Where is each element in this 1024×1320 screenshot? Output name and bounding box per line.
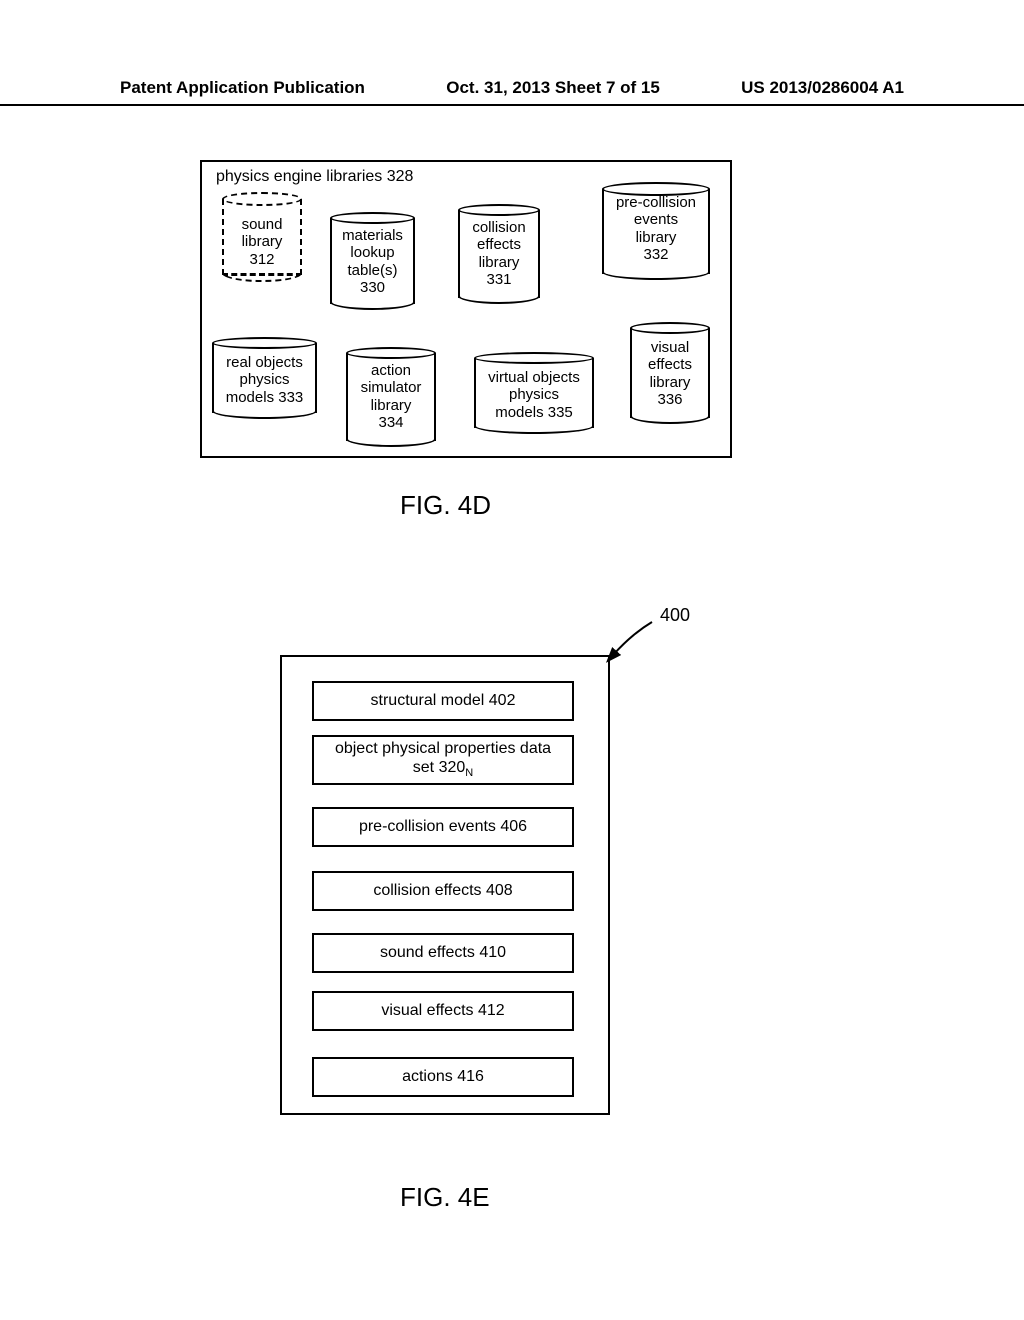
cyl-col-l3: library (479, 254, 520, 271)
header-left: Patent Application Publication (120, 78, 365, 98)
cyl-vis-l4: 336 (657, 391, 682, 408)
cyl-act-l1: action (371, 362, 411, 379)
fig4d-label: FIG. 4D (400, 490, 491, 521)
page: Patent Application Publication Oct. 31, … (0, 0, 1024, 1320)
cyl-mat-l1: materials (342, 227, 403, 244)
cyl-mat-l4: 330 (360, 279, 385, 296)
cylinder-visual-effects: visual effects library 336 (630, 322, 710, 424)
page-header: Patent Application Publication Oct. 31, … (0, 78, 1024, 106)
cyl-vis-l2: effects (648, 356, 692, 373)
fig4d-box: physics engine libraries 328 sound libra… (200, 160, 732, 458)
b2-l2p: set 320 (413, 759, 465, 776)
cyl-vis-l1: visual (651, 339, 689, 356)
fig4e-box: structural model 402 object physical pro… (280, 655, 610, 1115)
b2-l1: object physical properties data (335, 740, 551, 757)
fig4e-label: FIG. 4E (400, 1182, 490, 1213)
cyl-mat-l2: lookup (350, 244, 394, 261)
box-visual-effects: visual effects 412 (312, 991, 574, 1031)
cyl-pre-l4: 332 (643, 246, 668, 263)
cyl-pre-l3: library (636, 229, 677, 246)
cyl-real-l3: models 333 (226, 389, 304, 406)
cyl-col-l4: 331 (486, 271, 511, 288)
cyl-act-l3: library (371, 397, 412, 414)
pointer-number-400: 400 (660, 605, 690, 626)
cyl-pre-l1: pre-collision (616, 194, 696, 211)
cyl-virt-l3: models 335 (495, 404, 573, 421)
b2-text: object physical properties data set 320N (335, 739, 551, 781)
b5-text: sound effects 410 (380, 943, 506, 962)
box-structural-model: structural model 402 (312, 681, 574, 721)
cyl-sound-l3: 312 (249, 251, 274, 268)
cyl-sound-l1: sound (242, 216, 283, 233)
cyl-act-l4: 334 (378, 414, 403, 431)
cyl-col-l1: collision (472, 219, 525, 236)
b2-sub: N (465, 768, 473, 780)
header-right: US 2013/0286004 A1 (741, 78, 904, 98)
cyl-sound-l2: library (242, 233, 283, 250)
b7-text: actions 416 (402, 1067, 484, 1086)
cyl-vis-l3: library (650, 374, 691, 391)
cyl-virt-l2: physics (509, 386, 559, 403)
box-actions: actions 416 (312, 1057, 574, 1097)
box-pre-collision-events: pre-collision events 406 (312, 807, 574, 847)
cyl-real-l1: real objects (226, 354, 303, 371)
cyl-pre-l2: events (634, 211, 678, 228)
cyl-act-l2: simulator (361, 379, 422, 396)
cylinder-action-simulator: action simulator library 334 (346, 347, 436, 447)
cylinder-materials-lookup: materials lookup table(s) 330 (330, 212, 415, 310)
cyl-mat-l3: table(s) (347, 262, 397, 279)
b4-text: collision effects 408 (373, 881, 512, 900)
header-center: Oct. 31, 2013 Sheet 7 of 15 (446, 78, 660, 98)
cylinder-virtual-objects: virtual objects physics models 335 (474, 352, 594, 434)
cylinder-collision-effects: collision effects library 331 (458, 204, 540, 304)
b6-text: visual effects 412 (381, 1001, 504, 1020)
cyl-virt-l1: virtual objects (488, 369, 580, 386)
cylinder-sound-library: sound library 312 (222, 192, 302, 282)
cylinder-pre-collision: pre-collision events library 332 (602, 182, 710, 280)
cylinder-real-objects: real objects physics models 333 (212, 337, 317, 419)
cyl-real-l2: physics (239, 371, 289, 388)
b3-text: pre-collision events 406 (359, 817, 527, 836)
b1-text: structural model 402 (371, 691, 516, 710)
fig4d-title: physics engine libraries 328 (216, 168, 413, 186)
box-object-physical-properties: object physical properties data set 320N (312, 735, 574, 785)
box-sound-effects: sound effects 410 (312, 933, 574, 973)
box-collision-effects: collision effects 408 (312, 871, 574, 911)
cyl-col-l2: effects (477, 236, 521, 253)
